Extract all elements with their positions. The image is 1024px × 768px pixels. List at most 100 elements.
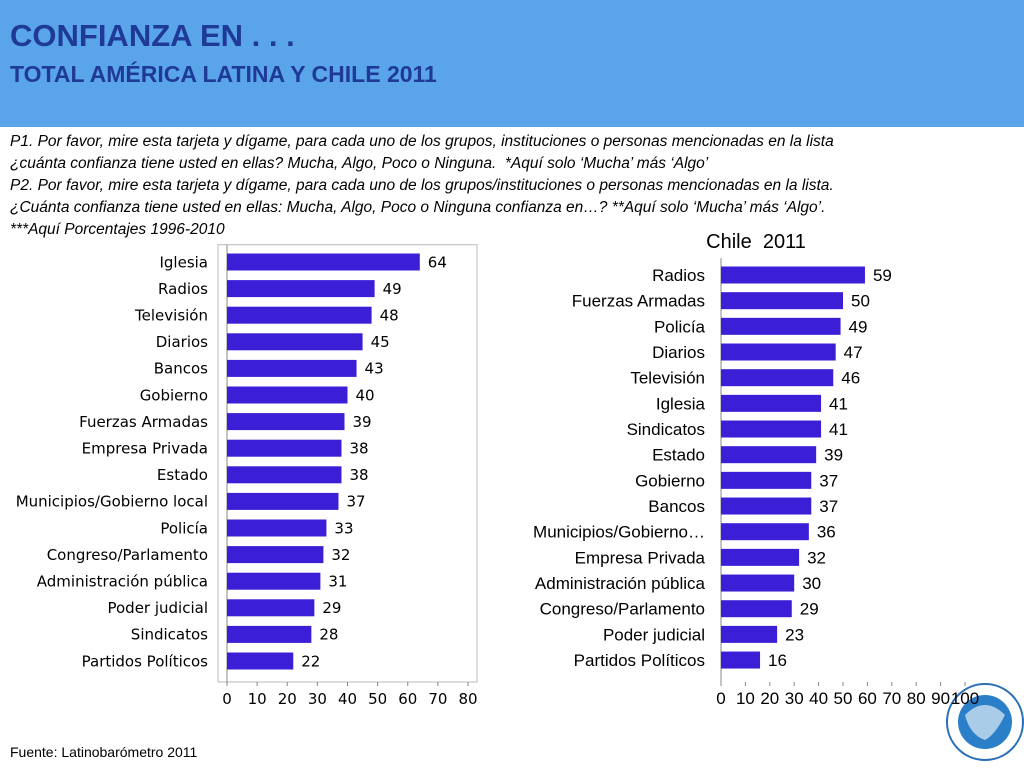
category-label: Policía bbox=[654, 317, 706, 336]
bar bbox=[721, 600, 792, 618]
bar bbox=[227, 359, 357, 377]
bar bbox=[721, 266, 865, 284]
category-label: Municipios/Gobierno… bbox=[533, 523, 705, 542]
bar bbox=[721, 651, 761, 669]
bar bbox=[227, 599, 315, 617]
category-label: Partidos Políticos bbox=[82, 652, 209, 670]
category-label: Poder judicial bbox=[603, 625, 705, 644]
x-tick-label: 80 bbox=[458, 690, 477, 708]
category-label: Gobierno bbox=[635, 471, 705, 490]
category-label: Diarios bbox=[156, 333, 208, 351]
value-label: 28 bbox=[319, 626, 338, 644]
category-label: Municipios/Gobierno local bbox=[16, 493, 208, 511]
category-label: Partidos Políticos bbox=[574, 651, 705, 670]
value-label: 49 bbox=[849, 317, 868, 336]
x-tick-label: 20 bbox=[278, 690, 297, 708]
value-label: 41 bbox=[829, 394, 848, 413]
category-label: Empresa Privada bbox=[575, 548, 706, 567]
value-label: 33 bbox=[334, 519, 353, 537]
bar bbox=[227, 386, 348, 404]
value-label: 49 bbox=[383, 280, 402, 298]
category-label: Televisión bbox=[134, 306, 208, 324]
category-label: Sindicatos bbox=[131, 626, 208, 644]
question-line: ¿Cuánta confianza tiene usted en ellas: … bbox=[10, 199, 825, 216]
bar bbox=[721, 625, 778, 643]
value-label: 37 bbox=[819, 471, 838, 490]
category-label: Televisión bbox=[630, 369, 705, 388]
source: Fuente: Latinobarómetro 2011 bbox=[10, 744, 198, 760]
value-label: 39 bbox=[824, 446, 843, 465]
category-label: Bancos bbox=[154, 360, 208, 378]
value-label: 36 bbox=[817, 523, 836, 542]
value-label: 32 bbox=[331, 546, 350, 564]
x-tick-label: 80 bbox=[907, 689, 926, 708]
bar bbox=[227, 253, 420, 271]
bar bbox=[721, 343, 836, 361]
category-label: Sindicatos bbox=[627, 420, 705, 439]
value-label: 23 bbox=[785, 625, 804, 644]
chart-title: Chile 2011 bbox=[706, 231, 806, 253]
question-line: ¿cuánta confianza tiene usted en ellas? … bbox=[10, 155, 709, 172]
bar bbox=[227, 625, 312, 643]
x-tick-label: 0 bbox=[222, 690, 232, 708]
value-label: 38 bbox=[349, 439, 368, 457]
x-tick-label: 70 bbox=[882, 689, 901, 708]
value-label: 29 bbox=[322, 599, 341, 617]
bar bbox=[721, 369, 834, 387]
bar bbox=[721, 497, 812, 515]
bar bbox=[721, 420, 822, 438]
x-tick-label: 70 bbox=[428, 690, 447, 708]
bar bbox=[721, 523, 809, 541]
category-label: Fuerzas Armadas bbox=[79, 413, 208, 431]
category-label: Policía bbox=[160, 519, 208, 537]
x-tick-label: 40 bbox=[338, 690, 357, 708]
value-label: 38 bbox=[349, 466, 368, 484]
value-label: 46 bbox=[841, 369, 860, 388]
bar bbox=[227, 280, 375, 298]
bar bbox=[721, 292, 843, 310]
category-label: Congreso/Parlamento bbox=[540, 600, 705, 619]
subtitle: TOTAL AMÉRICA LATINA Y CHILE 2011 bbox=[10, 60, 437, 87]
value-label: 59 bbox=[873, 266, 892, 285]
value-label: 50 bbox=[851, 292, 870, 311]
value-label: 48 bbox=[380, 306, 399, 324]
question-line: P2. Por favor, mire esta tarjeta y dígam… bbox=[10, 177, 834, 194]
x-tick-label: 90 bbox=[931, 689, 950, 708]
value-label: 43 bbox=[365, 360, 384, 378]
value-label: 47 bbox=[844, 343, 863, 362]
title: CONFIANZA EN . . . bbox=[10, 18, 295, 53]
category-label: Gobierno bbox=[140, 386, 208, 404]
value-label: 32 bbox=[807, 548, 826, 567]
logo bbox=[946, 683, 1024, 761]
value-label: 31 bbox=[328, 572, 347, 590]
value-label: 16 bbox=[768, 651, 787, 670]
bar bbox=[227, 466, 342, 484]
category-label: Iglesia bbox=[159, 253, 208, 271]
category-label: Estado bbox=[652, 446, 705, 465]
value-label: 41 bbox=[829, 420, 848, 439]
value-label: 37 bbox=[346, 493, 365, 511]
bar bbox=[227, 492, 339, 510]
value-label: 37 bbox=[819, 497, 838, 516]
question-line: P1. Por favor, mire esta tarjeta y dígam… bbox=[10, 133, 834, 150]
category-label: Administración pública bbox=[37, 572, 208, 590]
category-label: Estado bbox=[157, 466, 208, 484]
category-label: Iglesia bbox=[656, 394, 706, 413]
bar bbox=[721, 317, 841, 335]
value-label: 64 bbox=[428, 253, 447, 271]
x-tick-label: 100 bbox=[951, 689, 979, 708]
value-label: 22 bbox=[301, 652, 320, 670]
header-band bbox=[0, 0, 1024, 127]
category-label: Radios bbox=[652, 266, 705, 285]
bar bbox=[227, 546, 324, 564]
category-label: Radios bbox=[158, 280, 208, 298]
bar bbox=[721, 574, 795, 592]
category-label: Empresa Privada bbox=[82, 439, 208, 457]
x-tick-label: 10 bbox=[248, 690, 267, 708]
bar bbox=[227, 519, 327, 537]
value-label: 30 bbox=[802, 574, 821, 593]
category-label: Fuerzas Armadas bbox=[572, 292, 705, 311]
x-tick-label: 30 bbox=[308, 690, 327, 708]
bar bbox=[227, 652, 294, 670]
